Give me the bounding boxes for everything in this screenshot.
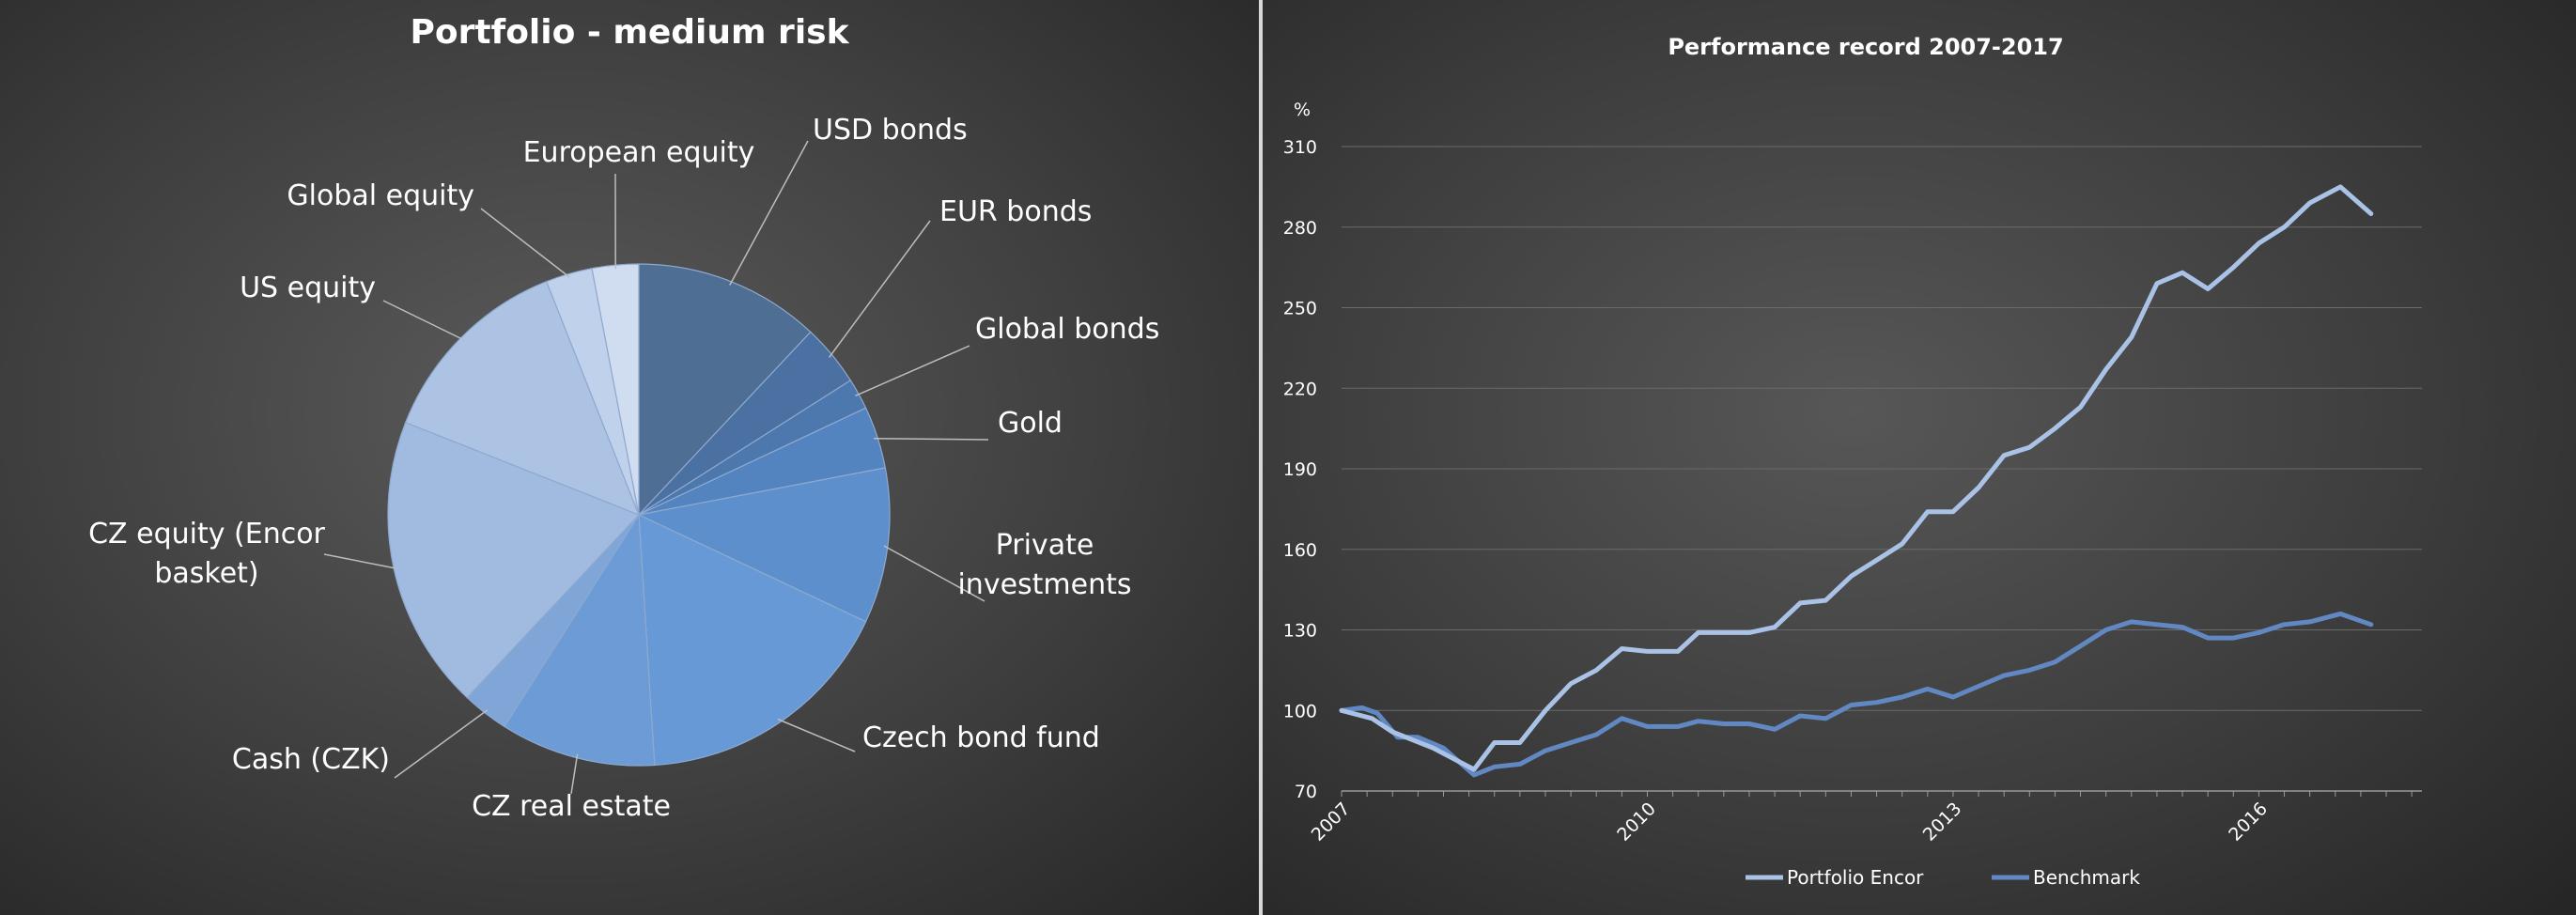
series-lines <box>1339 184 2374 778</box>
pie-labels: USD bonds EUR bonds Global bonds Gold Privat… <box>88 114 1159 823</box>
leader-line-cz-real-estate <box>570 753 579 795</box>
leader-line-global-equity <box>480 208 571 278</box>
y-tick-label: 310 <box>1283 137 1317 158</box>
pie-label-usd-bonds: USD bonds <box>813 114 968 147</box>
pie-chart-panel: Portfolio - medium risk USD bonds EUR bon… <box>0 0 1259 915</box>
x-tick-label: 2010 <box>1613 799 1660 845</box>
y-tick-label: 70 <box>1295 782 1317 802</box>
leader-line-cz-equity-encor-basket <box>323 553 398 570</box>
pie-label-global-bonds: Global bonds <box>975 313 1159 346</box>
leader-line-private-investments <box>883 545 985 602</box>
pie-chart: Portfolio - medium risk USD bonds EUR bon… <box>88 13 1159 823</box>
y-axis-unit-label: % <box>1294 100 1311 120</box>
leader-line-czech-bond-fund <box>777 718 856 752</box>
x-tick-label: 2016 <box>2225 799 2272 845</box>
pie-label-global-equity: Global equity <box>287 179 474 212</box>
series-line-benchmark <box>1339 611 2374 778</box>
line-chart-title: Performance record 2007-2017 <box>1668 34 2063 60</box>
y-tick-label: 220 <box>1283 379 1317 399</box>
y-tick-label: 280 <box>1283 218 1317 239</box>
x-axis-ticks: 2007 2010 2013 2016 <box>1308 799 2272 845</box>
pie-label-private-investments: Private investments <box>957 529 1131 601</box>
series-line-portfolio-encor <box>1339 184 2374 772</box>
leader-line-usd-bonds <box>729 140 809 286</box>
y-tick-label: 190 <box>1283 459 1317 480</box>
pie-label-gold: Gold <box>998 407 1063 440</box>
y-axis-ticks: 70 100 130 160 190 220 250 280 310 <box>1283 137 1317 802</box>
pie-label-european-equity: European equity <box>523 136 755 169</box>
gridlines <box>1341 146 2422 797</box>
line-chart-panel: Performance record 2007-2017 % 70 100 130 1… <box>1263 0 2576 915</box>
pie-label-cash-czk: Cash (CZK) <box>232 743 390 776</box>
legend-label-portfolio-encor: Portfolio Encor <box>1787 866 1924 889</box>
pie-slice-cz-equity-encor-basket <box>387 421 641 699</box>
pie-chart-title: Portfolio - medium risk <box>410 13 849 52</box>
y-tick-label: 130 <box>1283 621 1317 642</box>
leader-line-eur-bonds <box>828 220 931 358</box>
legend: Portfolio Encor Benchmark <box>1746 866 2140 889</box>
pie-slice-private-investments <box>637 467 891 623</box>
leader-line-cash-czk <box>394 709 489 779</box>
y-tick-label: 100 <box>1283 701 1317 721</box>
leader-line-gold <box>874 437 989 441</box>
pie-label-czech-bond-fund: Czech bond fund <box>862 721 1100 754</box>
pie-label-us-equity: US equity <box>240 271 376 304</box>
y-tick-label: 250 <box>1283 299 1317 319</box>
line-chart: Performance record 2007-2017 % 70 100 130 1… <box>1283 34 2422 889</box>
pie-label-eur-bonds: EUR bonds <box>939 195 1092 228</box>
x-tick-label: 2007 <box>1308 799 1355 845</box>
pie-slices <box>387 263 891 767</box>
legend-label-benchmark: Benchmark <box>2033 866 2140 889</box>
pie-label-cz-equity-encor-basket: CZ equity (Encor basket) <box>88 518 325 590</box>
leader-line-us-equity <box>382 300 465 341</box>
pie-label-cz-real-estate: CZ real estate <box>472 790 671 823</box>
leader-line-global-bonds <box>855 345 970 396</box>
x-tick-label: 2013 <box>1919 799 1966 845</box>
y-tick-label: 160 <box>1283 540 1317 561</box>
pie-slice-czech-bond-fund <box>638 514 867 767</box>
panel-divider <box>1259 0 1263 915</box>
